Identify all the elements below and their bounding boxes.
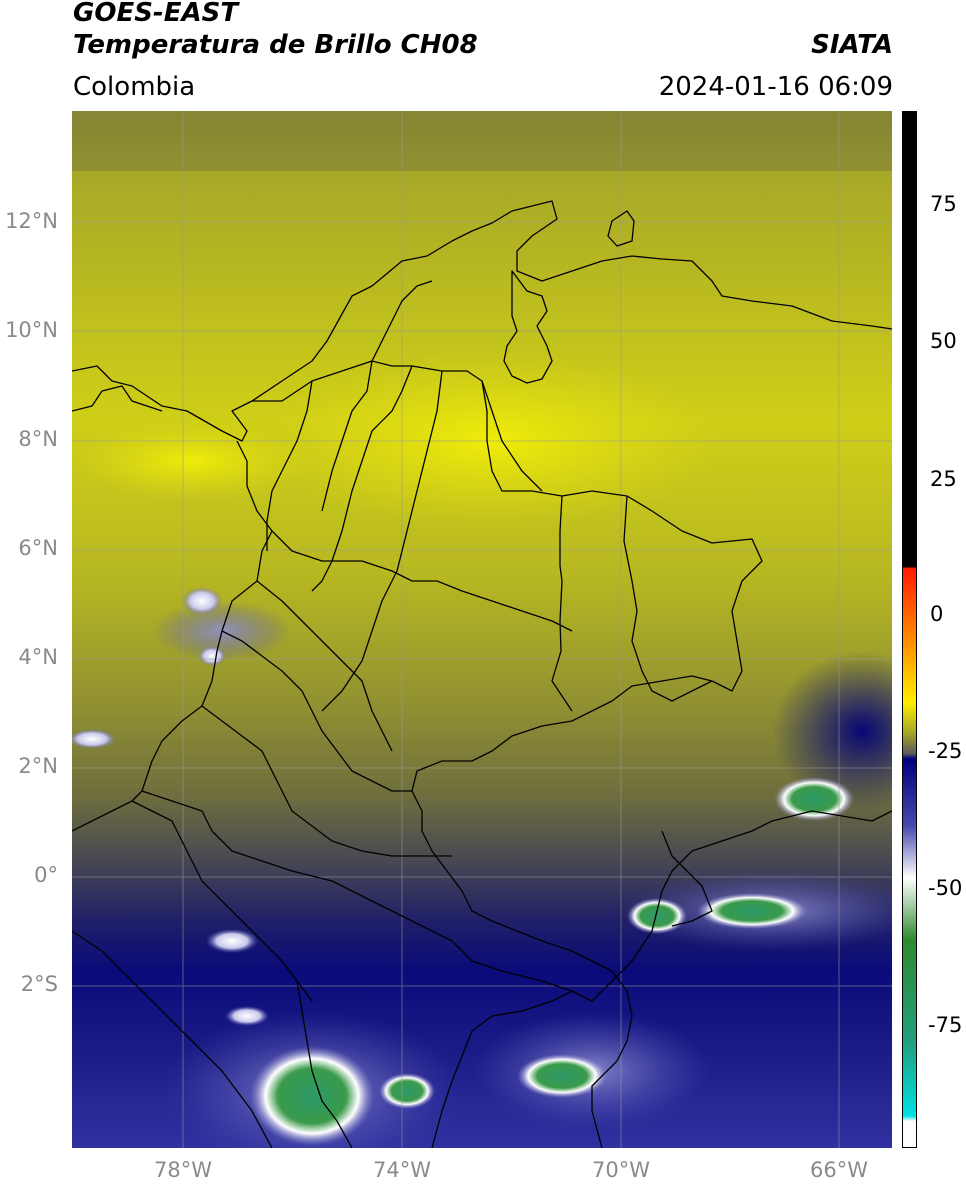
lat-tick-2S: 2°S <box>20 972 58 996</box>
colorbar-tick-50: 50 <box>930 329 957 353</box>
colorbar-tick-minus75: -75 <box>928 1013 963 1037</box>
convective-cell-east-2 <box>697 893 807 929</box>
convective-cell-northeast <box>774 777 854 821</box>
lat-tick-8N: 8°N <box>18 427 58 451</box>
white-cloud-west-3 <box>72 729 116 749</box>
region-label: Colombia <box>73 72 196 102</box>
datetime-label: 2024-01-16 06:09 <box>658 72 893 102</box>
white-cloud-south-2 <box>225 1006 269 1026</box>
satellite-map <box>72 111 892 1148</box>
colorbar <box>902 111 917 1148</box>
colorbar-tick-minus50: -50 <box>928 876 963 900</box>
graticule <box>72 111 892 1148</box>
satellite-title: GOES-EAST <box>73 0 239 28</box>
white-cloud-west-1 <box>182 587 222 615</box>
white-cloud-south <box>206 929 258 953</box>
colorbar-tick-0: 0 <box>930 602 944 626</box>
lon-tick-66W: 66°W <box>810 1158 868 1182</box>
lat-tick-4N: 4°N <box>18 645 58 669</box>
lat-tick-12N: 12°N <box>5 209 58 233</box>
warm-core-west <box>72 421 312 501</box>
lat-tick-6N: 6°N <box>18 536 58 560</box>
agency-label: SIATA <box>811 30 893 60</box>
lat-tick-2N: 2°N <box>18 754 58 778</box>
dark-top-band <box>72 111 892 171</box>
convective-cell-south-2 <box>517 1054 607 1098</box>
lat-tick-10N: 10°N <box>5 318 58 342</box>
colorbar-tick-75: 75 <box>930 192 957 216</box>
coastlines-and-borders <box>72 200 892 1148</box>
lat-tick-0: 0° <box>34 863 58 887</box>
lon-tick-74W: 74°W <box>373 1158 431 1182</box>
lon-tick-78W: 78°W <box>154 1158 212 1182</box>
colorbar-tick-minus25: -25 <box>928 739 963 763</box>
colorbar-tick-25: 25 <box>930 467 957 491</box>
lon-tick-70W: 70°W <box>592 1158 650 1182</box>
convective-cell-small <box>379 1073 435 1109</box>
navy-east <box>772 651 892 811</box>
product-title: Temperatura de Brillo CH08 <box>73 30 478 60</box>
white-cloud-west-2 <box>198 646 226 666</box>
convective-cell-large <box>250 1046 374 1146</box>
convective-cell-east-1 <box>627 898 687 934</box>
